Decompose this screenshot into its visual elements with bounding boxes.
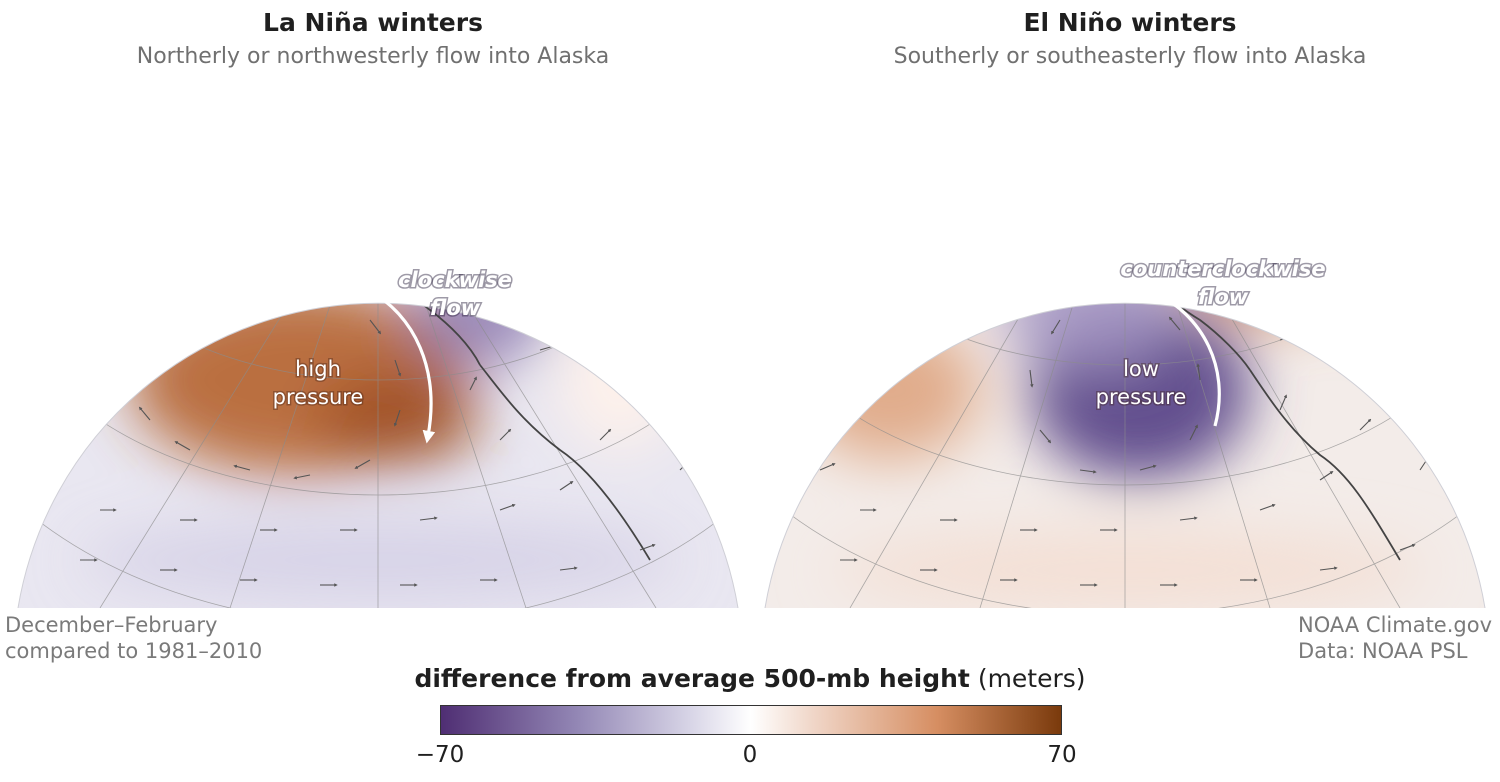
low-pressure-label-line1: low (1123, 357, 1159, 381)
panel-subtitle-el-nino: Southerly or southeasterly flow into Ala… (893, 44, 1367, 69)
panel-title-la-nina: La Niña winters (263, 8, 483, 37)
credit-note: NOAA Climate.gov Data: NOAA PSL (1298, 612, 1492, 664)
legend-title-main: difference from average 500-mb height (414, 664, 970, 693)
clockwise-flow-label-line2: flow (430, 296, 481, 320)
low-pressure-label-line2: pressure (1096, 385, 1187, 409)
legend-min-label: −70 (415, 742, 465, 768)
high-pressure-label-line1: high (295, 357, 341, 381)
legend-colorbar (440, 705, 1062, 735)
globe-map-la-nina: high pressure clockwise flow (17, 267, 739, 608)
period-note-line1: December–February (5, 613, 218, 637)
legend-mid-label: 0 (742, 742, 758, 768)
counterclockwise-flow-arrow (1143, 286, 1221, 427)
legend-title-unit: (meters) (977, 664, 1086, 693)
credit-note-line2: Data: NOAA PSL (1298, 639, 1468, 663)
globe-map-el-nino: low pressure counterclockwise flow (764, 256, 1486, 608)
legend-max-label: 70 (1047, 742, 1077, 768)
legend-title: difference from average 500-mb height (m… (0, 664, 1500, 693)
clockwise-flow-label-line1: clockwise (398, 268, 512, 292)
counterclockwise-flow-label-line2: flow (1198, 285, 1249, 309)
panel-subtitle-la-nina: Northerly or northwesterly flow into Ala… (136, 44, 610, 69)
counterclockwise-flow-label-line1: counterclockwise (1120, 257, 1325, 281)
clockwise-flow-arrow (367, 288, 436, 444)
high-pressure-label-line2: pressure (273, 385, 364, 409)
panel-title-el-nino: El Niño winters (1023, 8, 1237, 37)
period-note-line2: compared to 1981–2010 (5, 639, 263, 663)
period-note: December–February compared to 1981–2010 (5, 612, 262, 664)
credit-note-line1: NOAA Climate.gov (1298, 613, 1492, 637)
